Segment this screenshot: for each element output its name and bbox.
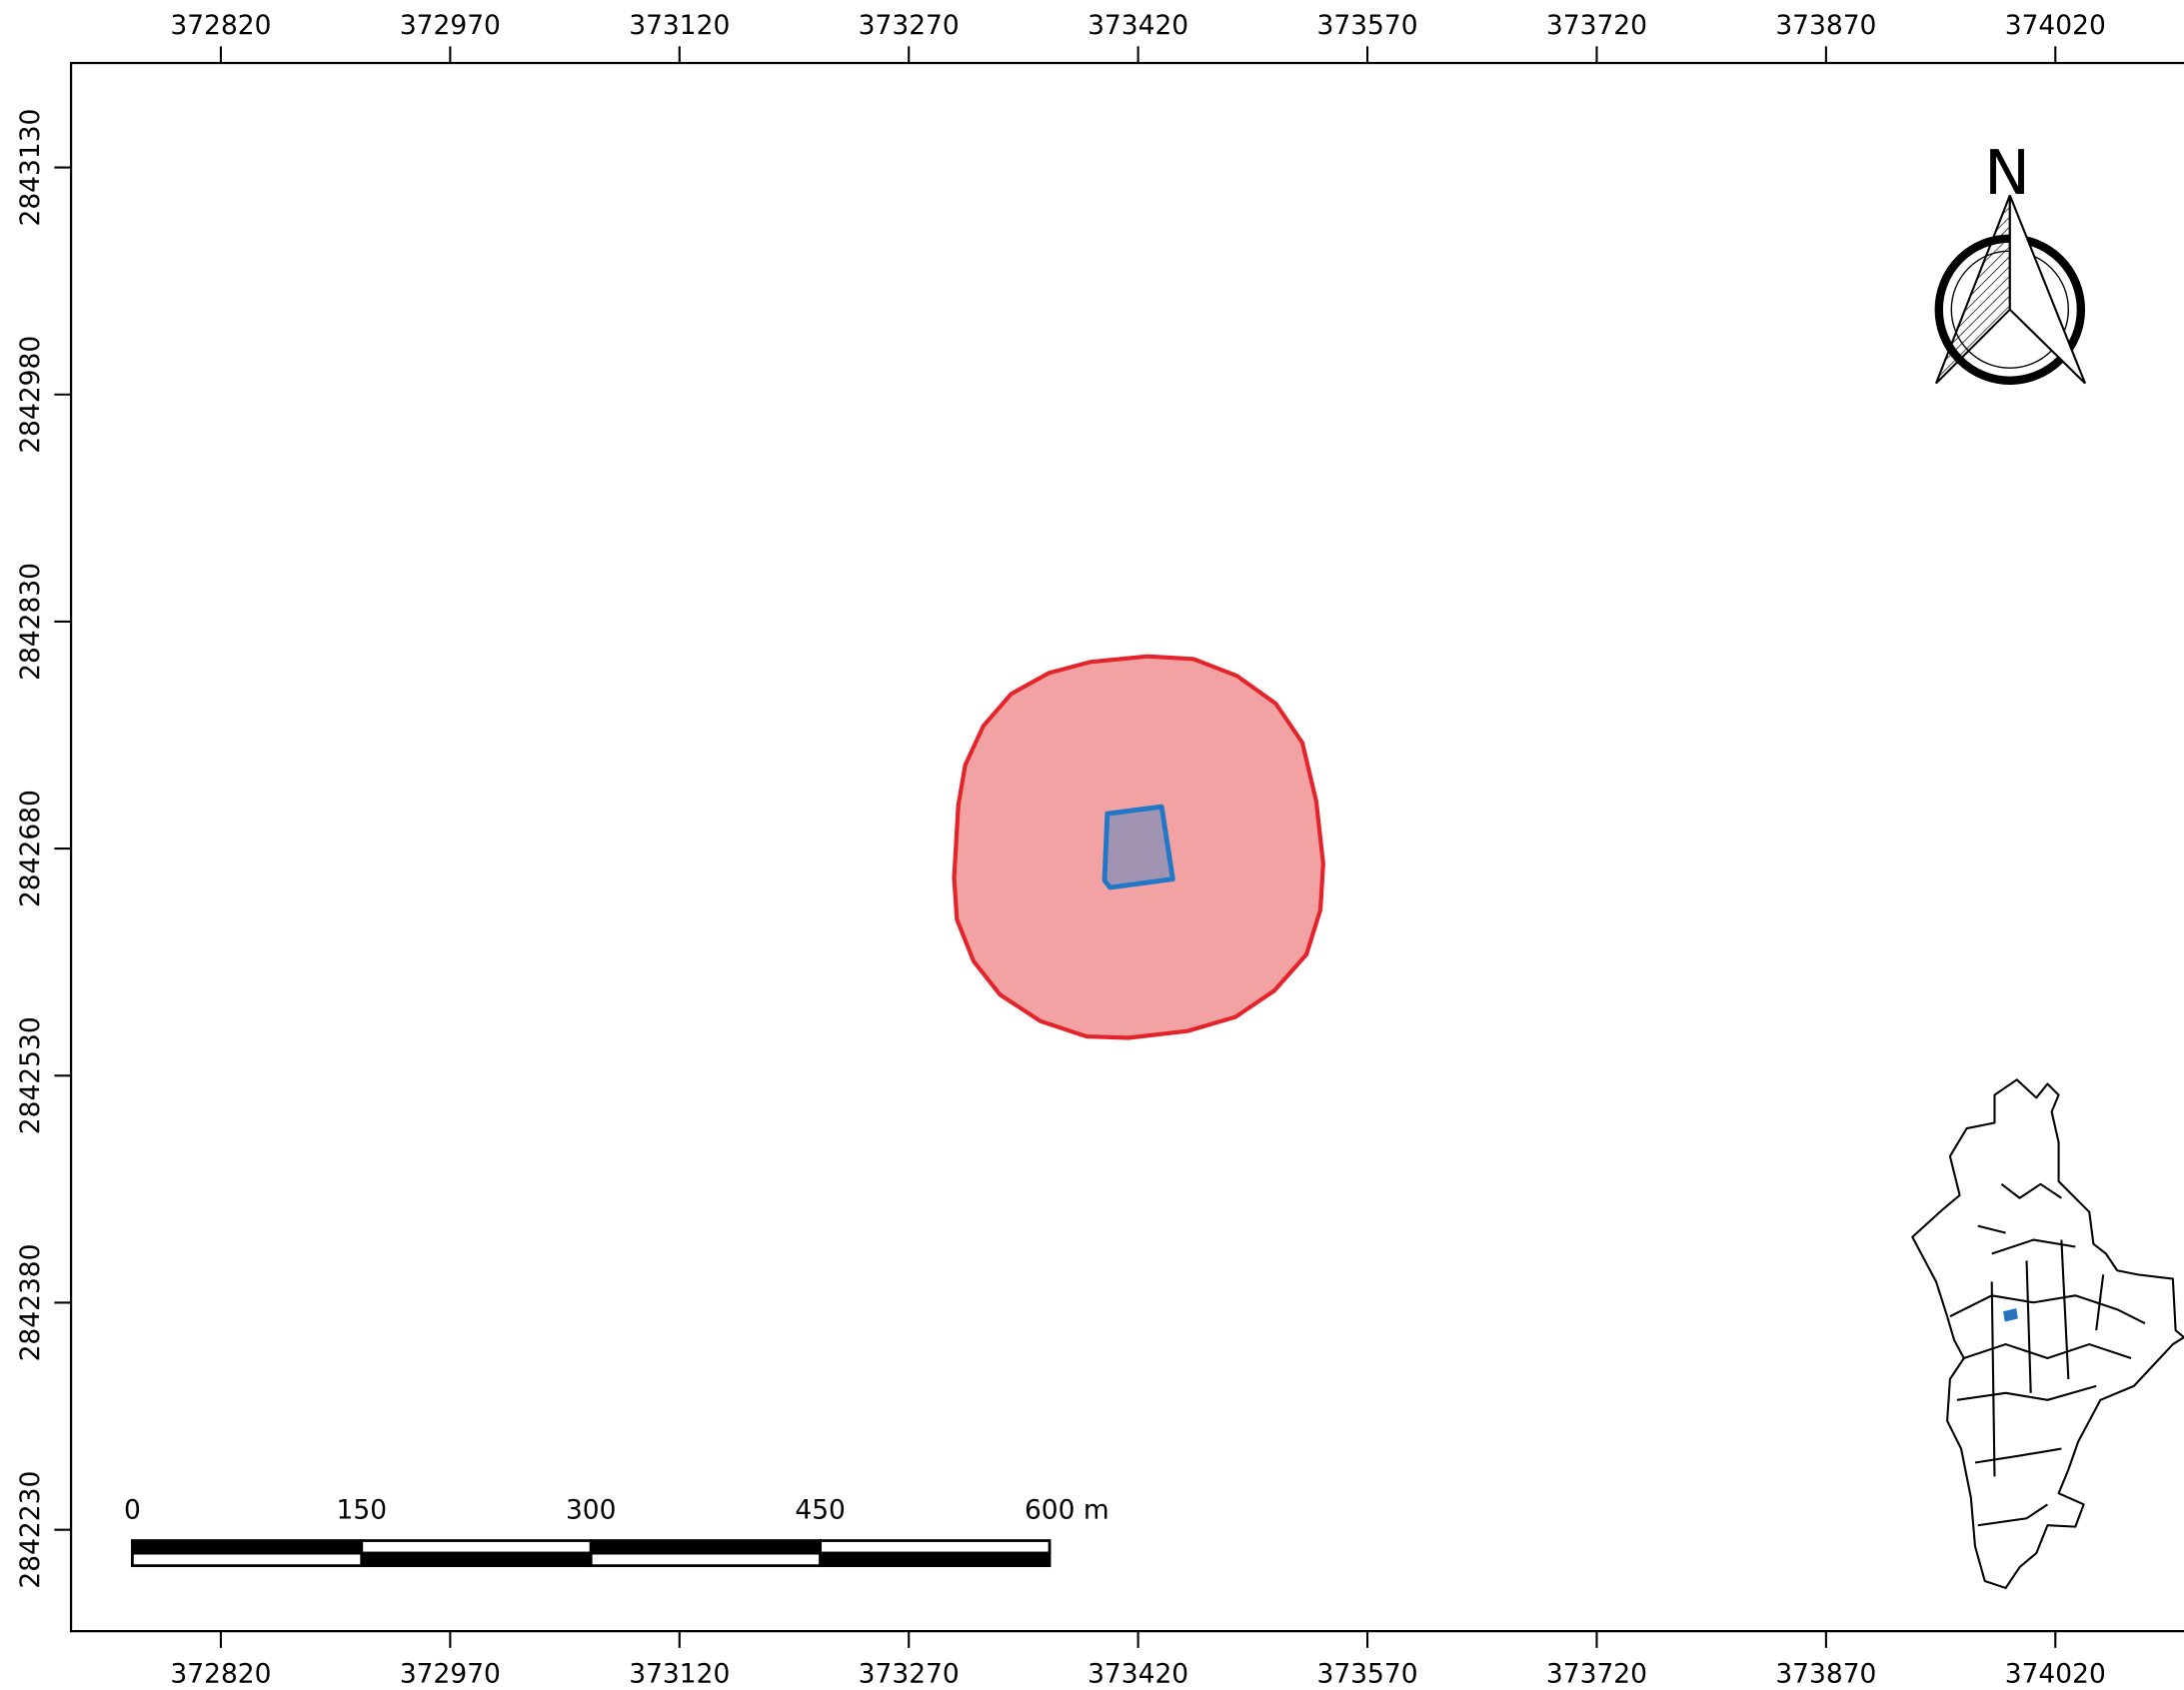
x-tick-label: 372820	[170, 10, 271, 41]
scale-segment	[819, 1539, 1052, 1555]
north-arrow: N	[1934, 138, 2087, 385]
x-tick-label: 373270	[859, 10, 960, 41]
scale-segment	[130, 1551, 364, 1568]
scale-label: 600 m	[1025, 1494, 1109, 1525]
x-tick-label: 373720	[1546, 1659, 1647, 1690]
scale-label: 0	[124, 1494, 141, 1525]
x-tick-label: 373570	[1317, 10, 1418, 41]
scale-segment	[360, 1551, 593, 1568]
map-annotations: 372820 372820 372970 372970 373120 373120 3732…	[15, 10, 2106, 1690]
north-label: N	[1984, 138, 2030, 209]
scale-segment	[589, 1539, 823, 1555]
x-tick-label: 374020	[2005, 10, 2106, 41]
y-tick-label: 2842680	[15, 790, 46, 907]
scale-label: 300	[566, 1494, 617, 1525]
scale-label: 450	[795, 1494, 846, 1525]
y-tick-label: 2843130	[15, 109, 46, 227]
x-tick-label: 373120	[629, 1659, 730, 1690]
x-tick-label: 374020	[2005, 1659, 2106, 1690]
x-tick-label: 372970	[400, 1659, 501, 1690]
scale-segment	[819, 1551, 1052, 1568]
x-tick-label: 373570	[1317, 1659, 1418, 1690]
scale-segment	[360, 1539, 593, 1555]
x-tick-label: 373270	[859, 1659, 960, 1690]
x-tick-label: 373870	[1775, 10, 1876, 41]
y-tick-label: 2842980	[15, 336, 46, 454]
x-tick-label: 373720	[1546, 10, 1647, 41]
locator-inset	[1911, 1078, 2184, 1589]
y-tick-label: 2842530	[15, 1016, 46, 1134]
x-tick-label: 373120	[629, 10, 730, 41]
y-tick-label: 2842380	[15, 1244, 46, 1362]
scale-segment	[589, 1551, 823, 1568]
y-tick-label: 2842830	[15, 563, 46, 681]
site-parcel	[1101, 804, 1175, 890]
scale-segment	[130, 1539, 364, 1555]
x-tick-label: 372820	[170, 1659, 271, 1690]
x-tick-label: 373870	[1775, 1659, 1876, 1690]
x-tick-label: 373420	[1088, 1659, 1188, 1690]
x-tick-label: 372970	[400, 10, 501, 41]
scale-label: 150	[337, 1494, 388, 1525]
y-tick-label: 2842230	[15, 1471, 46, 1589]
x-tick-label: 373420	[1088, 10, 1188, 41]
